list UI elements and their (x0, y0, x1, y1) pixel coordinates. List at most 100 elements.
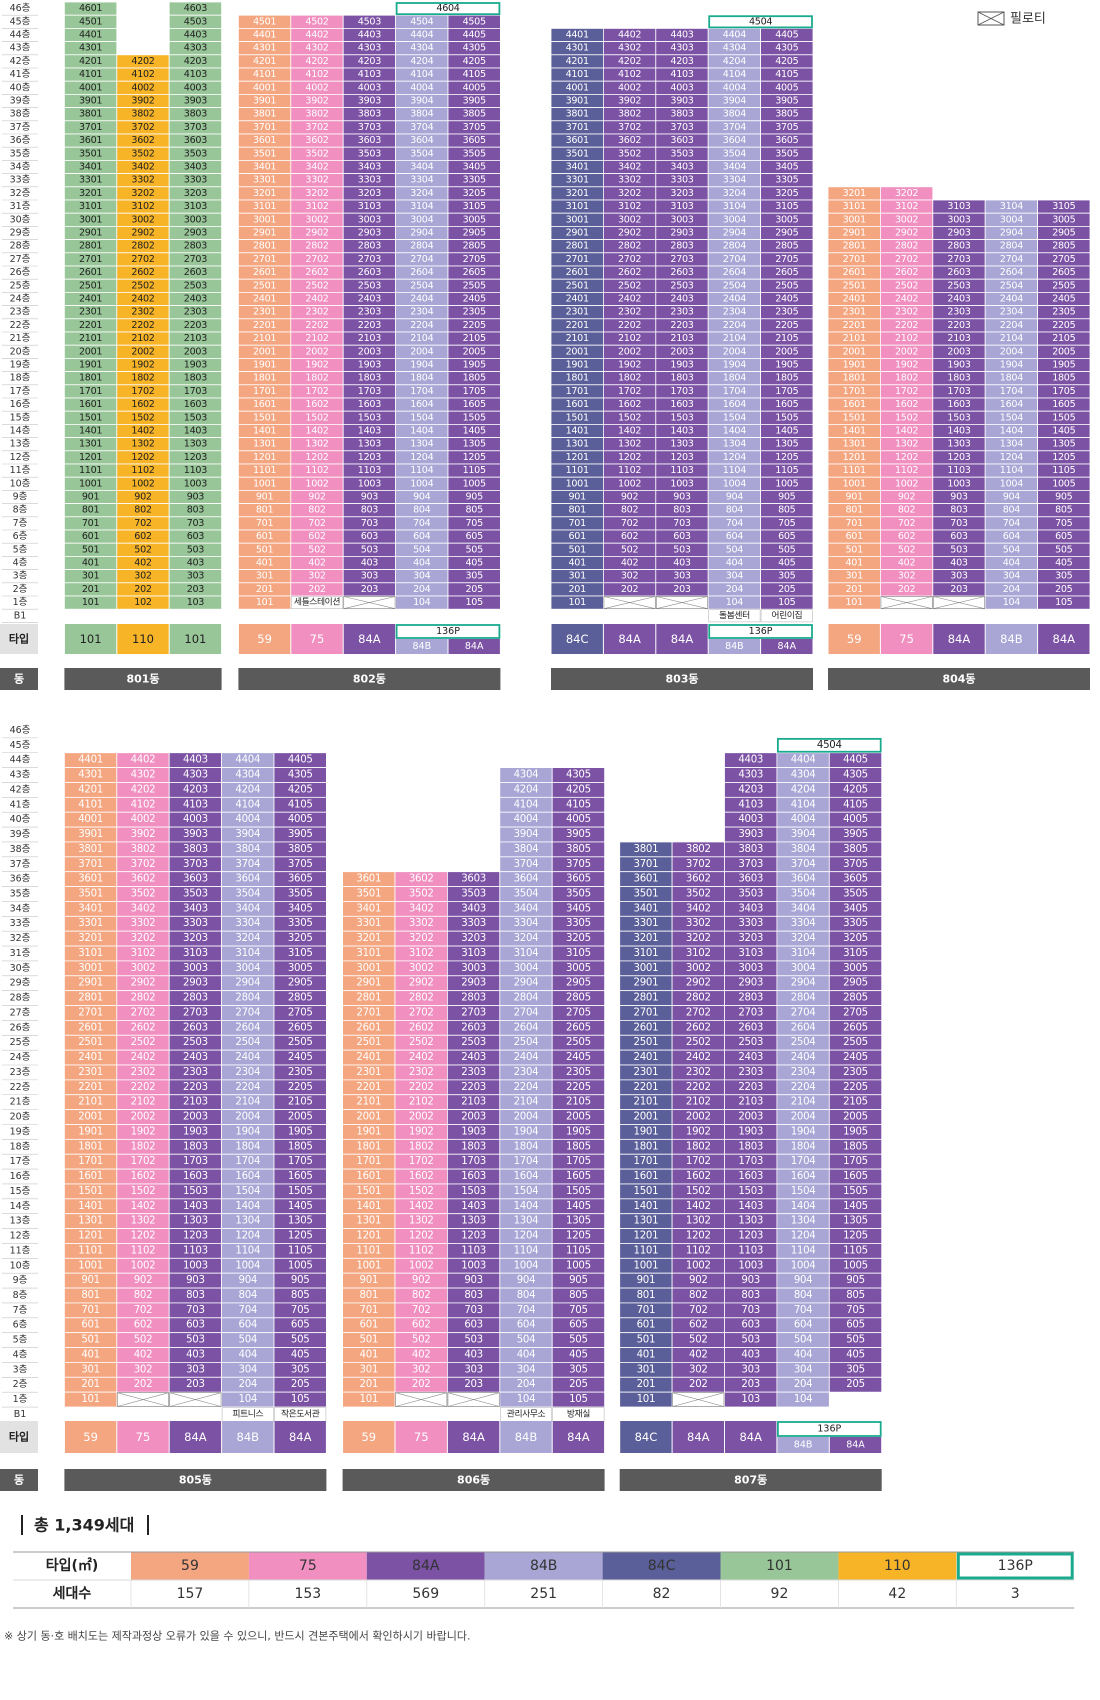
unit-number: 1802 (618, 373, 641, 384)
unit-number: 3804 (514, 844, 539, 855)
floor-label: 7층 (13, 518, 28, 529)
unit-number: 1202 (131, 452, 154, 463)
unit-number: 2103 (461, 1097, 486, 1108)
floor-label: 30층 (10, 214, 31, 225)
unit-number: 4205 (288, 784, 313, 795)
unit-number: 303 (187, 571, 205, 582)
unit-number: 202 (621, 584, 639, 595)
type-name: 84B (237, 1430, 260, 1444)
unit-number: 2404 (791, 1052, 816, 1063)
unit-number: 1601 (79, 399, 102, 410)
unit-number: 1903 (184, 360, 207, 371)
unit-number: 2102 (131, 333, 154, 344)
unit-number: 4402 (131, 755, 156, 766)
unit-number: 2504 (514, 1037, 539, 1048)
building-bar (551, 668, 813, 690)
unit-number: 3303 (461, 918, 486, 929)
unit-number: 3702 (131, 859, 156, 870)
unit-number: 2004 (235, 1112, 260, 1123)
unit-number: 601 (637, 1320, 656, 1331)
unit-number: 3601 (78, 874, 103, 885)
unit-number: 3904 (514, 829, 539, 840)
unit-number: 3902 (305, 96, 328, 107)
unit-number: 3503 (358, 148, 381, 159)
unit-number: 4501 (253, 16, 276, 27)
unit-number: 4202 (131, 784, 156, 795)
unit-number: 204 (1003, 584, 1021, 595)
unit-number: 3005 (566, 963, 591, 974)
unit-number: 3104 (791, 948, 816, 959)
unit-number: 2803 (670, 241, 693, 252)
unit-number: 3202 (409, 933, 434, 944)
unit-number: 3305 (288, 918, 313, 929)
building-bar (64, 668, 222, 690)
unit-number: 2101 (634, 1097, 659, 1108)
unit-number: 2702 (131, 1007, 156, 1018)
unit-number: 3603 (358, 135, 381, 146)
unit-number: 102 (134, 597, 152, 608)
unit-number: 2501 (78, 1037, 103, 1048)
unit-number: 1601 (634, 1171, 659, 1182)
unit-number: 2101 (78, 1097, 103, 1108)
unit-number: 402 (134, 558, 152, 569)
unit-number: 2805 (1052, 241, 1075, 252)
unit-number: 2703 (183, 1007, 208, 1018)
unit-number: 2302 (131, 307, 154, 318)
unit-number: 3704 (410, 122, 433, 133)
unit-number: 3202 (305, 188, 328, 199)
unit-number: 3702 (618, 122, 641, 133)
penthouse-number: 4604 (436, 3, 459, 14)
floor-label: 33층 (10, 918, 31, 929)
floor-label: 2층 (13, 584, 28, 595)
unit-number: 2904 (514, 978, 539, 989)
unit-number: 1801 (634, 1141, 659, 1152)
unit-number: 1403 (947, 426, 970, 437)
unit-number: 1002 (305, 478, 328, 489)
unit-number: 3001 (253, 214, 276, 225)
floor-label: 4층 (13, 1349, 28, 1360)
unit-number: 2203 (670, 320, 693, 331)
floor-label: 40층 (10, 814, 31, 825)
unit-number: 1001 (843, 478, 866, 489)
unit-number: 3601 (356, 874, 381, 885)
unit-number: 4001 (566, 82, 589, 93)
unit-number: 2001 (356, 1112, 381, 1123)
unit-number: 2803 (947, 241, 970, 252)
unit-number: 805 (1055, 505, 1073, 516)
unit-number: 3502 (131, 889, 156, 900)
unit-number: 2804 (723, 241, 746, 252)
unit-number: 101 (256, 597, 274, 608)
type-name: 84A (465, 641, 484, 652)
unit-number: 3501 (634, 889, 659, 900)
unit-number: 4103 (183, 799, 208, 810)
unit-number: 803 (464, 1290, 483, 1301)
unit-number: 2302 (409, 1067, 434, 1078)
unit-number: 901 (256, 492, 274, 503)
unit-number: 2502 (305, 280, 328, 291)
unit-number: 1502 (131, 412, 154, 423)
unit-number: 2202 (409, 1082, 434, 1093)
unit-number: 3002 (409, 963, 434, 974)
unit-number: 1503 (670, 412, 693, 423)
floor-label: 10층 (10, 1260, 31, 1271)
unit-number: 4304 (235, 770, 260, 781)
unit-number: 1203 (738, 1231, 763, 1242)
unit-number: 204 (794, 1379, 813, 1390)
unit-number: 2601 (566, 267, 589, 278)
unit-number: 3001 (356, 963, 381, 974)
unit-number: 3202 (686, 933, 711, 944)
unit-number: 3302 (131, 918, 156, 929)
type-name: 84A (739, 1430, 762, 1444)
floor-label: 29층 (10, 228, 31, 239)
unit-number: 1804 (791, 1141, 816, 1152)
unit-number: 502 (308, 544, 326, 555)
unit-number: 2802 (895, 241, 918, 252)
building-name: 803동 (665, 673, 698, 686)
unit-number: 803 (673, 505, 691, 516)
unit-number: 3305 (566, 918, 591, 929)
unit-number: 2104 (514, 1097, 539, 1108)
unit-number: 3905 (775, 96, 798, 107)
type-name: 84A (948, 632, 971, 646)
floor-label: B1 (14, 1409, 27, 1420)
